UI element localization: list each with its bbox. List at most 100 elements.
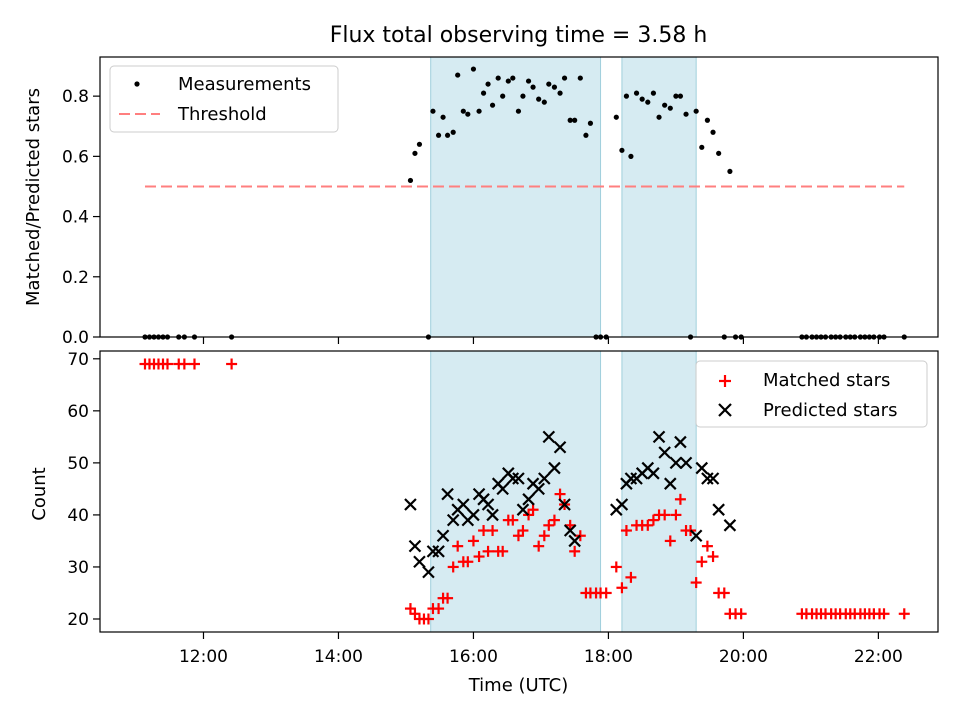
x-stroke-b xyxy=(441,487,454,501)
predicted-star-marker xyxy=(441,487,454,501)
bottom-panel: 20 30 40 50 60 70 12:00 14:00 16:00 18:00 20:00 22… xyxy=(29,350,939,696)
predicted-star-marker xyxy=(647,467,660,480)
measurement-point xyxy=(541,99,547,105)
measurement-point xyxy=(667,105,673,111)
predicted-star-marker xyxy=(674,435,687,449)
predicted-star-marker xyxy=(422,565,435,579)
matched-star-marker xyxy=(642,519,654,531)
matched-star-marker xyxy=(473,551,485,563)
measurement-point xyxy=(551,84,558,90)
x-stroke-b xyxy=(542,430,556,444)
x-stroke-b xyxy=(506,472,520,485)
y-tick-label: 60 xyxy=(67,402,89,422)
measurement-point xyxy=(704,117,711,123)
predicted-star-marker xyxy=(506,472,520,485)
x-stroke-b xyxy=(446,513,460,527)
x-stroke-b xyxy=(512,472,525,485)
y-tick-label: 0.4 xyxy=(62,208,89,228)
predicted-star-marker xyxy=(568,534,581,548)
shaded-interval xyxy=(621,57,697,337)
measurement-point xyxy=(495,75,501,81)
legend-measurements-marker xyxy=(134,81,140,87)
x-stroke-b xyxy=(467,508,480,522)
measurement-point xyxy=(460,108,466,114)
predicted-star-marker xyxy=(542,430,556,444)
measurement-point xyxy=(435,132,442,138)
matched-star-marker xyxy=(690,577,702,589)
measurement-point xyxy=(656,114,662,120)
matched-star-marker xyxy=(898,608,910,620)
predicted-star-marker xyxy=(486,508,499,522)
matched-star-marker xyxy=(735,608,747,620)
matched-star-marker xyxy=(507,514,519,526)
predicted-star-marker xyxy=(679,456,693,470)
x-stroke-b xyxy=(553,440,567,454)
matched-star-marker xyxy=(878,608,890,620)
predicted-star-marker xyxy=(624,472,638,485)
measurement-point xyxy=(407,177,414,184)
measurement-point xyxy=(546,81,552,87)
predicted-star-marker xyxy=(563,524,577,537)
x-stroke-b xyxy=(701,472,714,485)
predicted-star-marker xyxy=(558,498,571,511)
measurement-point xyxy=(628,153,634,159)
predicted-star-marker xyxy=(664,477,677,490)
x-stroke-b xyxy=(538,472,551,485)
bottom-y-axis-label: Count xyxy=(29,467,50,520)
measurement-point xyxy=(430,108,436,114)
x-stroke-b xyxy=(404,498,417,511)
predicted-star-marker xyxy=(512,472,525,485)
measurement-point xyxy=(412,150,418,156)
predicted-stars-points xyxy=(404,430,737,579)
matched-star-marker xyxy=(422,613,434,625)
top-legend-box xyxy=(109,65,339,133)
predicted-star-marker xyxy=(712,503,725,516)
shaded-interval xyxy=(430,57,601,337)
matched-star-marker xyxy=(696,556,708,568)
measurement-point xyxy=(623,93,630,99)
x-stroke-b xyxy=(481,498,495,511)
predicted-star-marker xyxy=(689,529,703,543)
matched-star-marker xyxy=(517,525,529,537)
chart-title: Flux total observing time = 3.58 h xyxy=(330,23,708,48)
x-stroke-b xyxy=(679,456,693,470)
matched-star-marker xyxy=(543,519,555,531)
matched-star-marker xyxy=(433,603,445,615)
measurement-point xyxy=(470,66,477,72)
measurement-point xyxy=(677,93,684,99)
matched-star-marker xyxy=(442,592,454,604)
predicted-star-marker xyxy=(467,508,480,522)
measurement-point xyxy=(536,96,542,102)
y-tick-label: 40 xyxy=(67,506,89,526)
matched-star-marker xyxy=(554,488,566,500)
x-stroke-b xyxy=(695,461,709,475)
matched-star-marker xyxy=(447,561,459,573)
matched-star-marker xyxy=(467,535,479,547)
bottom-legend-box xyxy=(695,360,928,428)
matched-star-marker xyxy=(188,358,200,370)
x-stroke-b xyxy=(486,508,499,522)
measurement-point xyxy=(515,108,522,114)
predicted-star-marker xyxy=(706,472,720,485)
predicted-star-marker xyxy=(426,545,440,558)
predicted-star-marker xyxy=(553,440,567,454)
y-tick-label: 70 xyxy=(67,350,89,370)
matched-star-marker xyxy=(548,514,560,526)
measurement-point xyxy=(716,150,722,156)
matched-star-marker xyxy=(707,551,719,563)
measurement-point xyxy=(525,78,532,84)
x-tick-label: 12:00 xyxy=(179,647,228,667)
matched-star-marker xyxy=(625,571,637,583)
predicted-star-marker xyxy=(658,446,671,459)
x-stroke-b xyxy=(624,472,638,485)
measurement-point xyxy=(561,75,568,81)
x-stroke-b xyxy=(413,555,426,569)
matched-star-marker xyxy=(670,509,682,521)
measurement-point xyxy=(662,102,668,108)
x-stroke-b xyxy=(652,430,666,444)
x-stroke-b xyxy=(496,482,509,496)
x-stroke-b xyxy=(422,565,435,579)
top-x-ticks xyxy=(202,337,879,344)
x-stroke-b xyxy=(457,498,470,511)
